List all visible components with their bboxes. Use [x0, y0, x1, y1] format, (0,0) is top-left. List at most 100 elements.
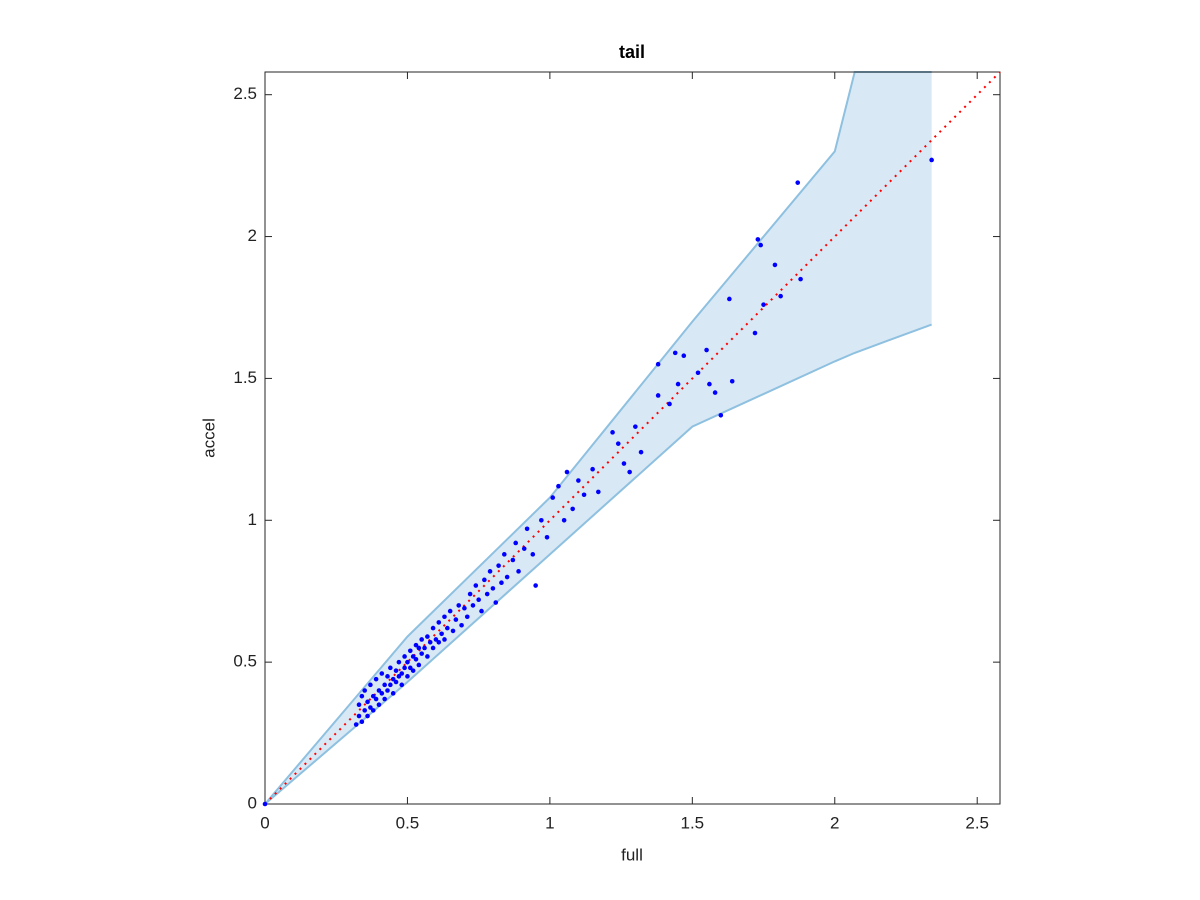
point	[707, 381, 712, 387]
point	[436, 620, 442, 625]
point	[476, 597, 481, 603]
point	[462, 605, 467, 611]
point	[450, 628, 456, 634]
point	[365, 699, 370, 705]
point	[510, 557, 516, 563]
point	[590, 466, 595, 472]
point	[262, 801, 268, 807]
point	[524, 526, 530, 532]
point	[356, 713, 362, 719]
point	[621, 461, 627, 466]
point	[399, 671, 405, 676]
point	[712, 390, 718, 395]
point	[798, 276, 803, 282]
point	[433, 637, 439, 642]
point	[615, 441, 621, 446]
point	[445, 625, 450, 631]
point	[419, 637, 424, 642]
point	[393, 668, 399, 673]
point	[425, 654, 430, 659]
point	[359, 719, 365, 725]
y-tick-label: 2	[248, 226, 257, 245]
point	[439, 631, 444, 637]
point	[442, 614, 447, 620]
point	[402, 665, 407, 671]
point	[382, 696, 387, 702]
y-tick-label: 1	[248, 510, 257, 529]
point	[373, 676, 379, 682]
point	[729, 378, 735, 384]
point	[370, 693, 376, 699]
point	[416, 662, 422, 668]
point	[655, 393, 661, 398]
point	[362, 708, 368, 713]
point	[502, 552, 507, 557]
point	[561, 517, 567, 523]
point	[362, 688, 368, 693]
point	[596, 489, 601, 495]
x-tick-label: 0	[260, 813, 269, 832]
point	[402, 654, 407, 659]
point	[929, 157, 934, 163]
point	[493, 600, 499, 605]
point	[655, 361, 661, 367]
point	[399, 682, 405, 688]
point	[533, 583, 538, 588]
point	[370, 708, 376, 713]
point	[484, 591, 490, 597]
point	[556, 483, 561, 489]
x-axis-label: full	[621, 845, 643, 864]
point	[359, 693, 365, 699]
x-tick-label: 1.5	[681, 813, 705, 832]
point	[482, 577, 487, 583]
point	[504, 574, 510, 580]
reference-line	[264, 71, 1001, 805]
point	[473, 583, 479, 588]
x-tick-label: 2.5	[965, 813, 989, 832]
point	[758, 242, 763, 248]
point	[487, 569, 493, 574]
point	[365, 713, 370, 719]
point	[570, 506, 575, 512]
point	[456, 603, 462, 608]
point	[368, 682, 373, 688]
point	[610, 430, 615, 435]
point	[467, 591, 473, 597]
point	[539, 517, 544, 523]
x-tick-label: 2	[830, 813, 839, 832]
point	[772, 262, 778, 268]
point	[447, 608, 453, 614]
point	[704, 347, 709, 353]
point	[430, 645, 436, 651]
point	[496, 563, 501, 568]
point	[453, 617, 459, 622]
point	[681, 353, 687, 359]
point	[379, 691, 385, 696]
point	[695, 370, 701, 376]
point	[627, 469, 632, 475]
point	[405, 659, 410, 665]
point	[356, 702, 362, 707]
y-tick-label: 2.5	[233, 84, 257, 103]
point	[413, 657, 419, 662]
point	[388, 682, 393, 688]
axes-box	[264, 71, 1001, 805]
point	[755, 237, 761, 242]
point	[416, 645, 422, 651]
point	[761, 302, 766, 307]
point	[430, 625, 436, 631]
point	[516, 569, 521, 574]
point	[410, 654, 416, 659]
point	[638, 449, 644, 455]
point	[385, 688, 390, 693]
point	[436, 639, 442, 645]
point	[376, 688, 382, 693]
y-tick-label: 0	[248, 793, 257, 812]
point	[459, 622, 464, 628]
point	[513, 540, 518, 546]
x-tick-label: 1	[545, 813, 554, 832]
point	[752, 330, 758, 336]
point	[419, 651, 424, 656]
point	[413, 642, 419, 648]
point	[422, 645, 427, 651]
